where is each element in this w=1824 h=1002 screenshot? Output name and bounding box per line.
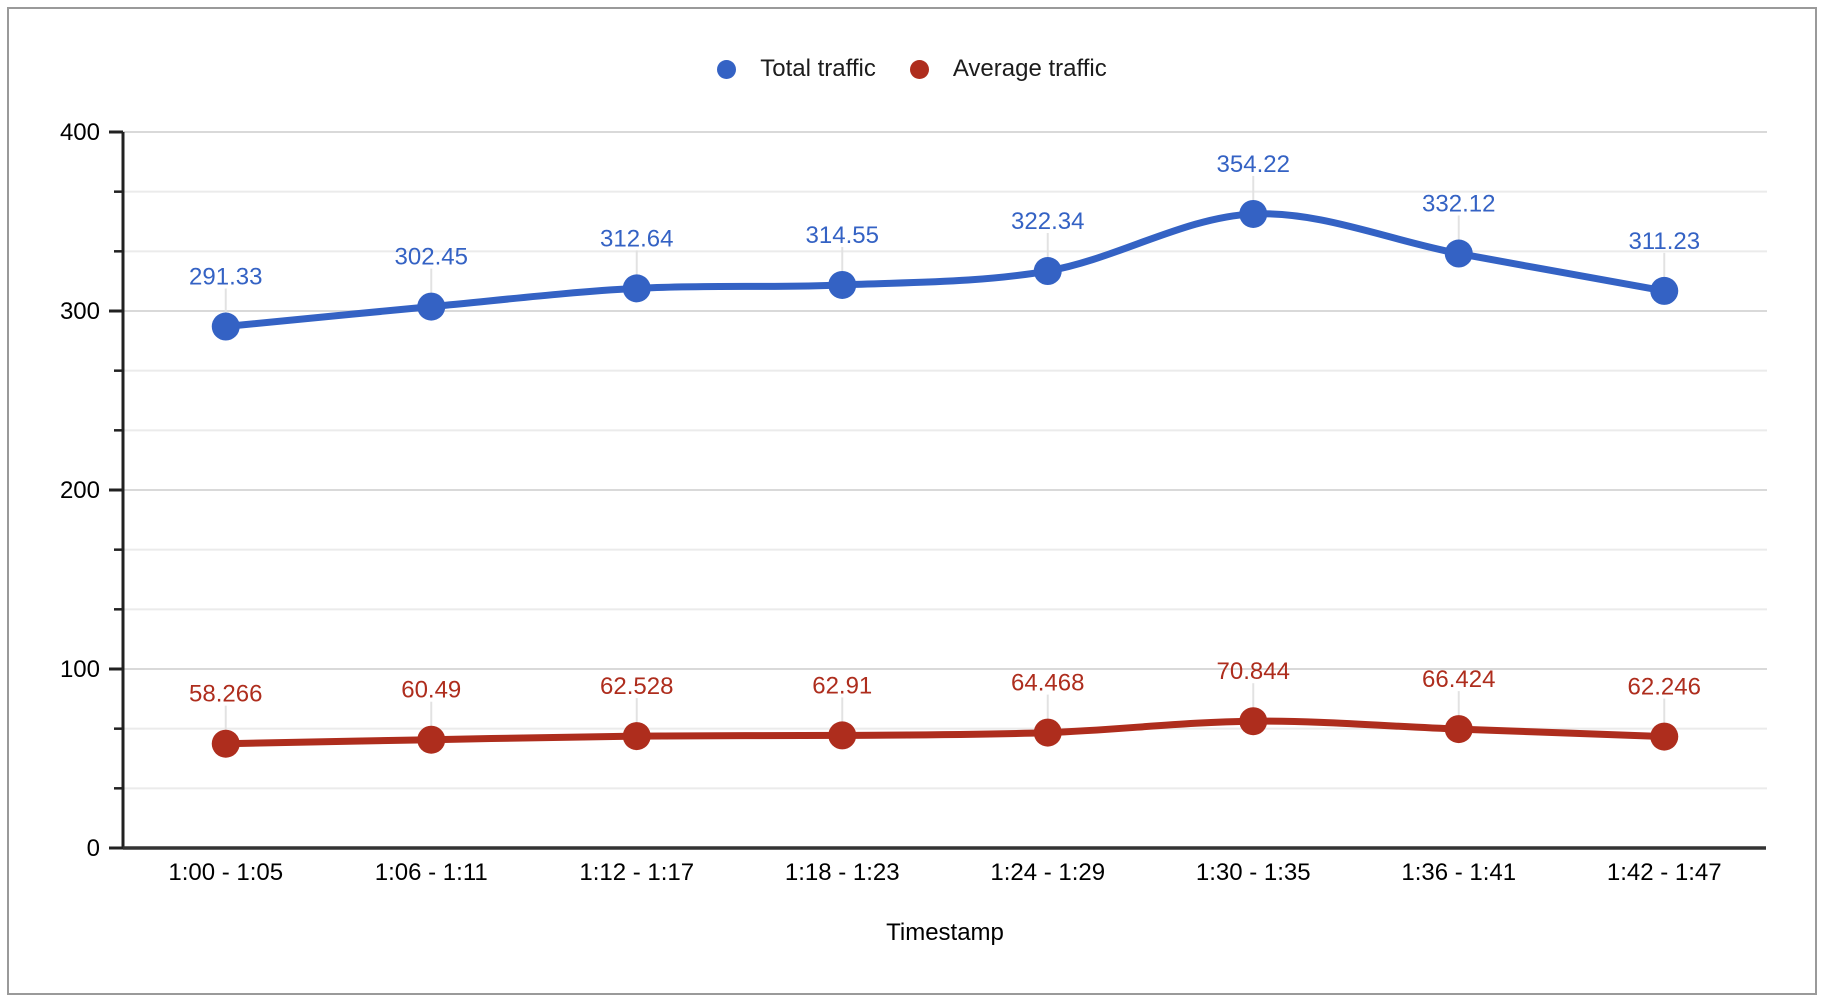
data-point-label: 62.246 — [1628, 674, 1701, 701]
legend-label-average-traffic: Average traffic — [952, 55, 1107, 82]
data-point-marker[interactable] — [1033, 257, 1062, 286]
x-axis-tick-label: 1:12 - 1:17 — [579, 859, 694, 886]
legend-swatch-total-traffic-icon — [717, 59, 737, 79]
x-axis-tick-label: 1:30 - 1:35 — [1196, 859, 1311, 886]
series-line-average-traffic — [222, 717, 1668, 748]
data-point-marker[interactable] — [1239, 199, 1268, 228]
y-axis-tick-label: 100 — [60, 656, 100, 683]
data-point-marker[interactable] — [622, 722, 651, 751]
data-point-label: 354.22 — [1217, 151, 1290, 178]
data-point-label: 314.55 — [806, 222, 879, 249]
data-point-marker[interactable] — [211, 729, 240, 758]
data-point-label: 311.23 — [1628, 228, 1700, 255]
data-point-label: 302.45 — [395, 244, 468, 271]
y-axis-tick-label: 400 — [60, 119, 100, 146]
data-point-marker[interactable] — [1650, 276, 1679, 305]
data-point-label: 66.424 — [1422, 666, 1495, 693]
data-point-marker[interactable] — [1033, 718, 1062, 747]
data-point-label: 64.468 — [1011, 670, 1084, 697]
data-point-marker[interactable] — [1650, 722, 1679, 751]
x-axis-tick-label: 1:42 - 1:47 — [1607, 859, 1722, 886]
data-point-label: 62.528 — [600, 673, 673, 700]
data-point-marker[interactable] — [622, 274, 651, 303]
y-axis-tick-label: 0 — [87, 835, 100, 862]
data-point-label: 291.33 — [189, 264, 262, 291]
data-point-label: 332.12 — [1422, 191, 1495, 218]
data-point-marker[interactable] — [417, 725, 446, 754]
legend-label-total-traffic: Total traffic — [760, 55, 876, 82]
x-axis-tick-label: 1:18 - 1:23 — [785, 859, 900, 886]
data-point-label: 60.49 — [401, 677, 461, 704]
data-point-label: 322.34 — [1011, 208, 1084, 235]
data-point-marker[interactable] — [828, 270, 857, 299]
data-point-marker[interactable] — [1239, 707, 1268, 736]
series-line-total-traffic — [222, 210, 1668, 331]
data-point-marker[interactable] — [211, 312, 240, 341]
x-axis-tick-label: 1:36 - 1:41 — [1401, 859, 1516, 886]
y-axis-tick-label: 200 — [60, 477, 100, 504]
legend-swatch-average-traffic-icon — [909, 59, 929, 79]
x-axis-title: Timestamp — [886, 919, 1004, 946]
data-point-marker[interactable] — [828, 721, 857, 750]
data-point-label: 58.266 — [189, 681, 262, 708]
data-point-label: 70.844 — [1217, 658, 1290, 685]
data-point-marker[interactable] — [1444, 715, 1473, 744]
legend-item-total-traffic[interactable]: Total traffic — [717, 55, 876, 83]
x-axis-tick-label: 1:24 - 1:29 — [990, 859, 1105, 886]
data-point-label: 312.64 — [600, 225, 673, 252]
data-point-marker[interactable] — [1444, 239, 1473, 268]
legend-item-average-traffic[interactable]: Average traffic — [909, 55, 1107, 83]
data-point-label: 62.91 — [812, 672, 872, 699]
x-axis-tick-label: 1:00 - 1:05 — [168, 859, 283, 886]
y-axis-tick-label: 300 — [60, 298, 100, 325]
legend: Total traffic Average traffic — [0, 55, 1824, 83]
x-axis-tick-label: 1:06 - 1:11 — [375, 859, 488, 886]
data-point-marker[interactable] — [417, 292, 446, 321]
